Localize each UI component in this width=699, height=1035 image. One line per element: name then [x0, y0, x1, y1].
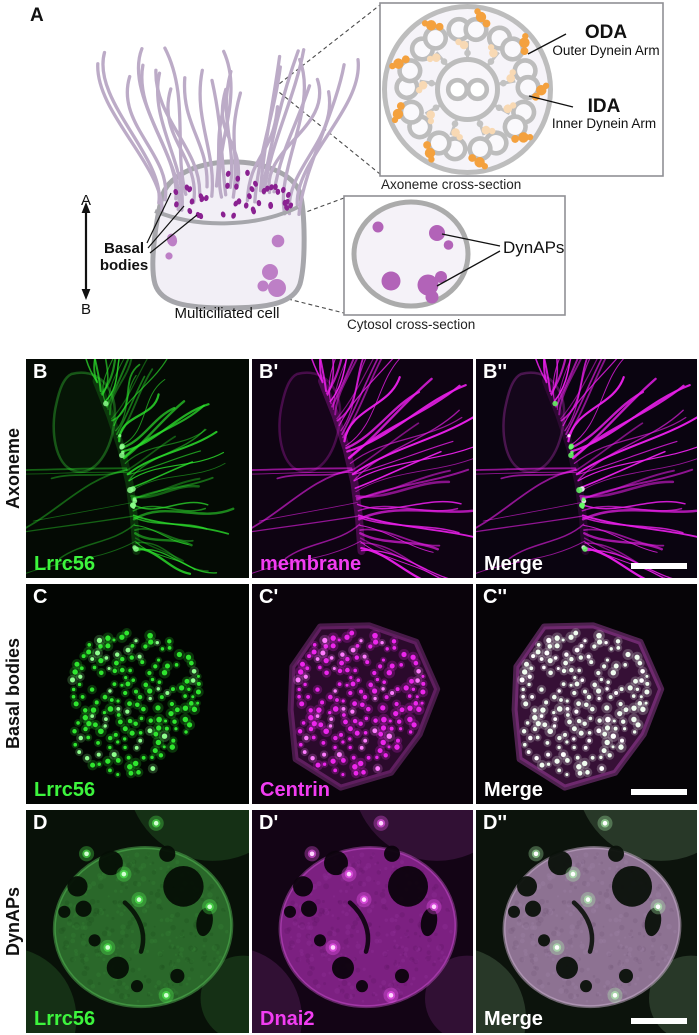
multiciliated-cell-caption: Multiciliated cell — [174, 305, 279, 322]
panel-id-label: C — [33, 586, 48, 608]
channel-label: membrane — [260, 553, 362, 575]
channel-label: Centrin — [260, 779, 330, 801]
micro-panel-C-merge: C'' Merge — [476, 584, 697, 804]
micrograph-basalbodies-lrrc56 — [26, 584, 249, 804]
micrograph-axoneme-merge — [476, 359, 697, 578]
channel-label: Merge — [484, 779, 543, 801]
scale-bar — [631, 789, 687, 795]
svg-text:A: A — [81, 192, 91, 209]
panel-id-label: D'' — [483, 812, 507, 834]
channel-label: Merge — [484, 553, 543, 575]
micro-panel-B-merge: B'' Merge — [476, 359, 697, 578]
basal-bodies-label: Basal bodies — [100, 192, 198, 274]
channel-label: Lrrc56 — [34, 1008, 96, 1030]
axoneme-doublets — [389, 8, 550, 170]
panel-id-label: B'' — [483, 361, 507, 383]
svg-text:Basal: Basal — [104, 240, 144, 257]
cytosol-caption: Cytosol cross-section — [347, 317, 475, 332]
channel-label: Merge — [484, 1008, 543, 1030]
panel-a-letter: A — [30, 5, 44, 26]
panel-id-label: C' — [259, 586, 279, 608]
ida-full-label: Inner Dynein Arm — [552, 116, 656, 131]
micrograph-axoneme-lrrc56 — [26, 359, 249, 578]
panel-a-diagram: A A — [30, 2, 664, 332]
oda-full-label: Outer Dynein Arm — [552, 43, 659, 58]
micro-panel-D: D Lrrc56 — [26, 810, 249, 1033]
panel-id-label: D' — [259, 812, 279, 834]
row-label-basal-bodies: Basal bodies — [2, 638, 23, 750]
scale-bar — [631, 1018, 687, 1024]
arrowhead-down-icon — [81, 289, 91, 300]
micrograph-basalbodies-merge — [476, 584, 697, 804]
panel-id-label: C'' — [483, 586, 507, 608]
micro-panel-C-prime: C' Centrin — [252, 584, 473, 804]
arrowhead-up-icon — [81, 202, 91, 213]
micrograph-dynaps-merge — [476, 810, 697, 1033]
panel-id-label: D — [33, 812, 48, 834]
oda-label: ODA — [585, 22, 628, 43]
row-label-axoneme: Axoneme — [2, 427, 23, 510]
row-label-dynaps: DynAPs — [2, 886, 23, 957]
svg-text:bodies: bodies — [100, 257, 148, 274]
multiciliated-cell-drawing — [96, 46, 360, 311]
cilia-strands — [96, 46, 360, 217]
axoneme-caption: Axoneme cross-section — [381, 177, 521, 192]
axoneme-cross-section-box: ODA Outer Dynein Arm IDA Inner Dynein Ar… — [379, 2, 664, 177]
micro-panel-D-merge: D'' Merge — [476, 810, 697, 1033]
cytosol-cross-section-box: DynAPs — [343, 195, 566, 316]
channel-label: Lrrc56 — [34, 553, 96, 575]
scale-bar — [631, 563, 687, 569]
micro-panel-B-prime: B' membrane — [252, 359, 473, 578]
channel-label: Lrrc56 — [34, 779, 96, 801]
micrograph-basalbodies-centrin — [252, 584, 473, 804]
apical-boundary-line — [154, 205, 299, 226]
basal-body-dots — [173, 169, 294, 220]
panel-id-label: B — [33, 361, 48, 383]
svg-text:B: B — [81, 301, 91, 318]
micro-panel-B: B Lrrc56 — [26, 359, 249, 578]
dynaps-label: DynAPs — [503, 238, 564, 257]
panel-id-label: B' — [259, 361, 279, 383]
micro-panel-C: C Lrrc56 — [26, 584, 249, 804]
micrograph-axoneme-membrane — [252, 359, 473, 578]
micrograph-dynaps-lrrc56 — [26, 810, 249, 1033]
dynap-blobs-in-cell — [165, 233, 286, 297]
channel-label: Dnai2 — [260, 1008, 315, 1030]
micro-panel-D-prime: D' Dnai2 — [252, 810, 473, 1033]
micrograph-dynaps-dnai2 — [252, 810, 473, 1033]
ida-label: IDA — [588, 96, 621, 117]
dynap-blobs-cytosol — [372, 221, 454, 304]
apico-basal-axis: A B — [81, 192, 91, 318]
